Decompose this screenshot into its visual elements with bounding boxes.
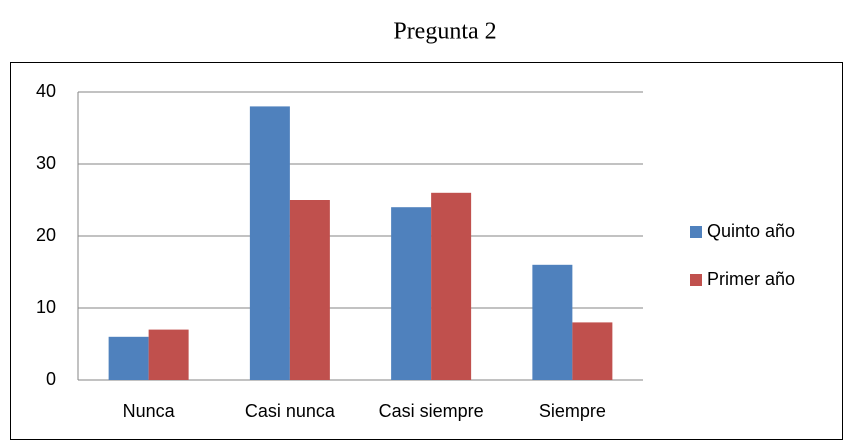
y-tick-label: 40 <box>36 81 56 101</box>
legend-swatch <box>690 274 702 286</box>
y-tick-label: 0 <box>46 369 56 389</box>
x-tick-label: Casi nunca <box>245 401 336 421</box>
x-tick-label: Nunca <box>123 401 176 421</box>
bar <box>572 322 613 380</box>
bar <box>391 207 432 380</box>
chart-title: Pregunta 2 <box>393 19 496 45</box>
y-tick-label: 20 <box>36 225 56 245</box>
y-tick-label: 10 <box>36 297 56 317</box>
bar <box>148 329 189 380</box>
x-tick-label: Casi siempre <box>379 401 484 421</box>
bar <box>289 200 330 380</box>
y-tick-label: 30 <box>36 153 56 173</box>
x-tick-label: Siempre <box>539 401 606 421</box>
bar <box>431 192 472 380</box>
bar <box>108 336 149 380</box>
legend-label: Primer año <box>707 269 795 289</box>
bar <box>249 106 290 381</box>
legend-label: Quinto año <box>707 221 795 241</box>
bar <box>532 264 573 380</box>
legend-swatch <box>690 226 702 238</box>
